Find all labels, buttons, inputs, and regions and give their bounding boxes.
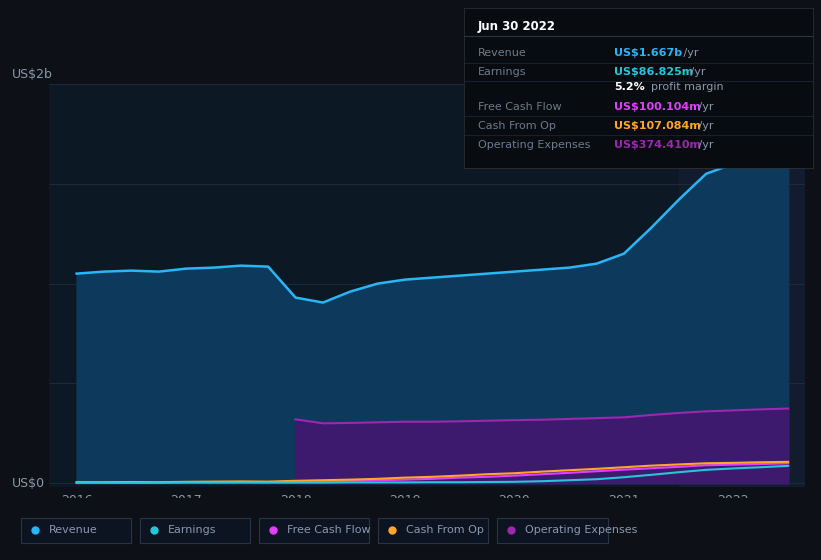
- FancyBboxPatch shape: [21, 518, 131, 543]
- Text: US$2b: US$2b: [12, 68, 53, 81]
- Text: US$107.084m: US$107.084m: [614, 121, 701, 130]
- Bar: [679, 84, 821, 487]
- Text: Free Cash Flow: Free Cash Flow: [478, 101, 562, 111]
- Text: Cash From Op: Cash From Op: [406, 525, 484, 535]
- Text: /yr: /yr: [687, 67, 706, 77]
- Text: 5.2%: 5.2%: [614, 82, 644, 92]
- FancyBboxPatch shape: [140, 518, 250, 543]
- FancyBboxPatch shape: [378, 518, 488, 543]
- Text: Earnings: Earnings: [168, 525, 217, 535]
- Text: Revenue: Revenue: [478, 48, 526, 58]
- Text: /yr: /yr: [695, 121, 713, 130]
- Text: US$374.410m: US$374.410m: [614, 140, 701, 150]
- Text: US$0: US$0: [12, 477, 45, 489]
- Text: profit margin: profit margin: [650, 82, 723, 92]
- Text: Free Cash Flow: Free Cash Flow: [287, 525, 371, 535]
- FancyBboxPatch shape: [259, 518, 369, 543]
- Text: US$100.104m: US$100.104m: [614, 101, 700, 111]
- FancyBboxPatch shape: [497, 518, 608, 543]
- Text: US$86.825m: US$86.825m: [614, 67, 693, 77]
- Text: Operating Expenses: Operating Expenses: [525, 525, 638, 535]
- Text: /yr: /yr: [695, 140, 713, 150]
- Text: Operating Expenses: Operating Expenses: [478, 140, 590, 150]
- Text: US$1.667b: US$1.667b: [614, 48, 682, 58]
- Text: Revenue: Revenue: [49, 525, 98, 535]
- Text: /yr: /yr: [680, 48, 699, 58]
- Text: Earnings: Earnings: [478, 67, 526, 77]
- Text: /yr: /yr: [695, 101, 713, 111]
- Text: Jun 30 2022: Jun 30 2022: [478, 20, 556, 32]
- Text: Cash From Op: Cash From Op: [478, 121, 556, 130]
